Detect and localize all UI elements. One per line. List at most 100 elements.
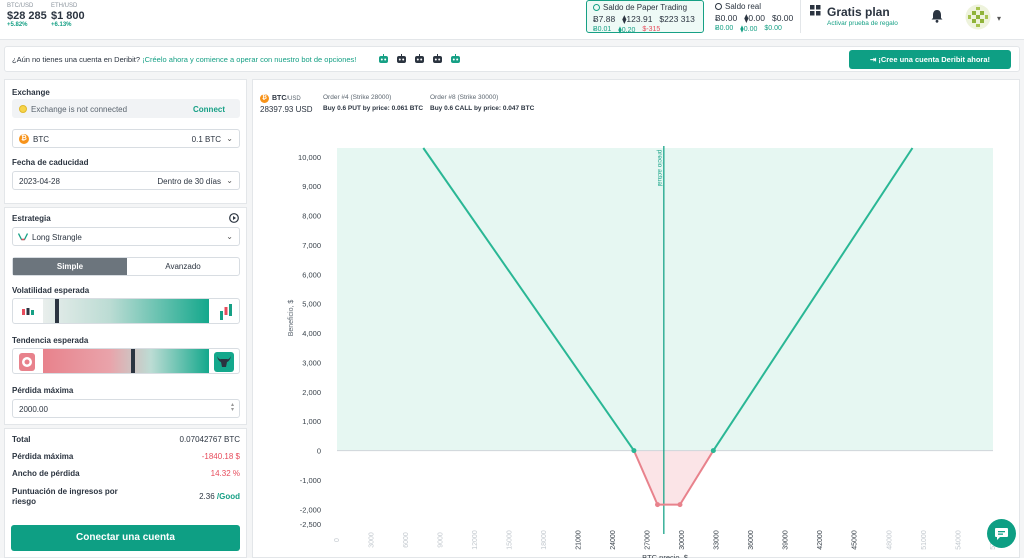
y-tick-label: 7,000 bbox=[302, 241, 321, 250]
connect-account-button[interactable]: Conectar una cuenta bbox=[11, 525, 240, 551]
current-price: 28397.93 bbox=[260, 105, 294, 114]
balance-eth: ⧫123.91 bbox=[622, 14, 653, 24]
asset-value: BTC bbox=[33, 135, 49, 144]
summary-key: Puntuación de ingresos por riesgo bbox=[12, 487, 118, 506]
summary-value: 2.36 /Good bbox=[199, 492, 240, 501]
chevron-down-icon[interactable]: ▾ bbox=[997, 14, 1002, 23]
summary-value: 0.07042767 BTC bbox=[179, 435, 241, 444]
play-icon[interactable] bbox=[229, 213, 239, 223]
loss-zone bbox=[633, 450, 714, 505]
order-title: Order #8 (Strike 30000) bbox=[430, 94, 499, 101]
balance-btc: Ƀ7.88 bbox=[593, 14, 616, 24]
slider-handle[interactable] bbox=[131, 349, 135, 373]
warning-icon bbox=[19, 105, 27, 113]
ticker-change: +6.13% bbox=[51, 22, 72, 28]
expiry-label: Fecha de caducidad bbox=[12, 158, 89, 167]
exchange-card: Exchange Exchange is not connected Conne… bbox=[4, 79, 247, 204]
current-price-label: precio actual bbox=[656, 150, 663, 187]
plan-title: Gratis plan bbox=[827, 5, 890, 19]
order-description: Buy 0.6 PUT by price: 0.061 BTC bbox=[323, 105, 424, 112]
chat-button[interactable] bbox=[987, 519, 1016, 548]
summary-key: Ancho de pérdida bbox=[12, 469, 80, 478]
top-bar: BTC/USD $28 285 +5.82% ETH/USD $1 800 +6… bbox=[0, 0, 1024, 40]
plan-widget[interactable]: Gratis plan Activar prueba de regalo bbox=[810, 5, 898, 27]
ticker-change: +5.82% bbox=[7, 22, 28, 28]
mode-simple-tab[interactable]: Simple bbox=[13, 258, 127, 275]
banner-link[interactable]: ¡Créelo ahora y comience a operar con nu… bbox=[142, 55, 357, 64]
balance-btc: Ƀ0.00 bbox=[715, 13, 738, 23]
x-tick-label: 36000 bbox=[748, 530, 755, 550]
max-loss-input[interactable]: 2000.00 ▴ ▾ bbox=[12, 399, 240, 418]
x-tick-label: 21000 bbox=[576, 530, 583, 550]
slider-track bbox=[43, 349, 209, 373]
strategy-select[interactable]: Long Strangle ⌄ bbox=[12, 227, 240, 246]
cta-label: ¡Cree una cuenta Deribit ahora! bbox=[878, 55, 991, 64]
payoff-chart[interactable]: 10,000 9,000 8,000 7,000 6,000 5,000 4,000 3,00… bbox=[253, 118, 1019, 558]
x-tick-label: 27000 bbox=[645, 530, 652, 550]
volatility-slider[interactable] bbox=[12, 298, 240, 324]
chevron-down-icon: ⌄ bbox=[226, 232, 233, 241]
summary-key: Pérdida máxima bbox=[12, 452, 74, 461]
x-tick-label: 24000 bbox=[610, 530, 617, 550]
y-tick-label: 4,000 bbox=[302, 329, 321, 338]
pnl-eth: ⧫0.20 bbox=[618, 27, 636, 34]
payoff-segment bbox=[422, 147, 635, 452]
plan-trial-link[interactable]: Activar prueba de regalo bbox=[827, 20, 898, 27]
payoff-segment bbox=[633, 450, 659, 506]
pnl-usd: $-315 bbox=[642, 26, 661, 33]
mode-advanced-tab[interactable]: Avanzado bbox=[165, 262, 201, 271]
bell-icon[interactable] bbox=[930, 9, 944, 23]
pnl-btc: Ƀ0.00 bbox=[715, 25, 734, 32]
pair-prefix: BTC bbox=[272, 95, 287, 102]
y-tick-label: -1,000 bbox=[300, 476, 321, 485]
trend-slider[interactable] bbox=[12, 348, 240, 374]
max-loss-point bbox=[655, 502, 661, 508]
max-loss-point bbox=[677, 502, 683, 508]
x-tick-label: 42000 bbox=[817, 530, 824, 550]
real-balance[interactable]: Saldo real Ƀ0.00 ⧫0.00 $0.00 Ƀ0.00 ⧫0.00… bbox=[709, 0, 801, 33]
x-axis-label: BTC precio, $ bbox=[642, 553, 689, 558]
create-deribit-account-button[interactable]: ⇥ ¡Cree una cuenta Deribit ahora! bbox=[849, 50, 1011, 69]
expiry-date: 2023-04-28 bbox=[19, 177, 60, 186]
bear-icon bbox=[19, 353, 35, 371]
y-tick-label: 2,000 bbox=[302, 388, 321, 397]
y-tick-label: 1,000 bbox=[302, 417, 321, 426]
connect-link[interactable]: Connect bbox=[193, 105, 225, 114]
strategy-sidebar: Exchange Exchange is not connected Conne… bbox=[4, 79, 247, 558]
paper-balance[interactable]: Saldo de Paper Trading Ƀ7.88 ⧫123.91 $22… bbox=[586, 0, 704, 34]
banner-text: ¿Aún no tienes una cuenta en Deribit? ¡C… bbox=[12, 55, 356, 64]
summary-value: -1840.18 $ bbox=[201, 452, 240, 461]
bitcoin-icon: ₿ bbox=[19, 134, 29, 144]
score-rating: /Good bbox=[216, 492, 240, 501]
y-tick-label: 9,000 bbox=[302, 182, 321, 191]
slider-track bbox=[43, 299, 209, 323]
y-axis-label: Beneficio, $ bbox=[288, 300, 295, 337]
exchange-status: Exchange is not connected Connect bbox=[12, 99, 240, 118]
asset-select[interactable]: ₿ BTC 0.1 BTC ⌄ bbox=[12, 129, 240, 148]
ticker-eth[interactable]: ETH/USD $1 800 +6.13% bbox=[51, 3, 85, 28]
amount-value: 0.1 BTC bbox=[191, 135, 221, 144]
balance-usd: $0.00 bbox=[771, 13, 794, 23]
expiry-select[interactable]: 2023-04-28 Dentro de 30 días ⌄ bbox=[12, 171, 240, 190]
price-currency: USD bbox=[295, 105, 313, 114]
x-tick-label: 45000 bbox=[852, 530, 859, 550]
ticker-pair: BTC/USD bbox=[7, 3, 34, 9]
y-tick-label: -2,500 bbox=[300, 520, 321, 529]
x-tick-label: 48000 bbox=[886, 530, 893, 550]
robot-icon bbox=[379, 54, 388, 63]
strangle-icon bbox=[18, 233, 28, 241]
x-tick-label: 3000 bbox=[368, 532, 375, 548]
slider-handle[interactable] bbox=[55, 299, 59, 323]
x-tick-label: 39000 bbox=[783, 530, 790, 550]
stepper-icon[interactable]: ▴ ▾ bbox=[230, 402, 234, 413]
x-tick-label: 54000 bbox=[955, 530, 962, 550]
breakeven-point bbox=[710, 448, 716, 454]
robot-icon bbox=[451, 54, 460, 63]
ticker-btc[interactable]: BTC/USD $28 285 +5.82% bbox=[7, 3, 47, 28]
order-1: Order #4 (Strike 28000) Buy 0.6 PUT by p… bbox=[323, 94, 423, 112]
avatar[interactable] bbox=[965, 4, 991, 30]
profit-zone bbox=[337, 148, 993, 451]
radio-icon bbox=[715, 3, 722, 10]
summary-card: Total 0.07042767 BTC Pérdida máxima -184… bbox=[4, 428, 247, 558]
breakeven-point bbox=[631, 448, 637, 454]
